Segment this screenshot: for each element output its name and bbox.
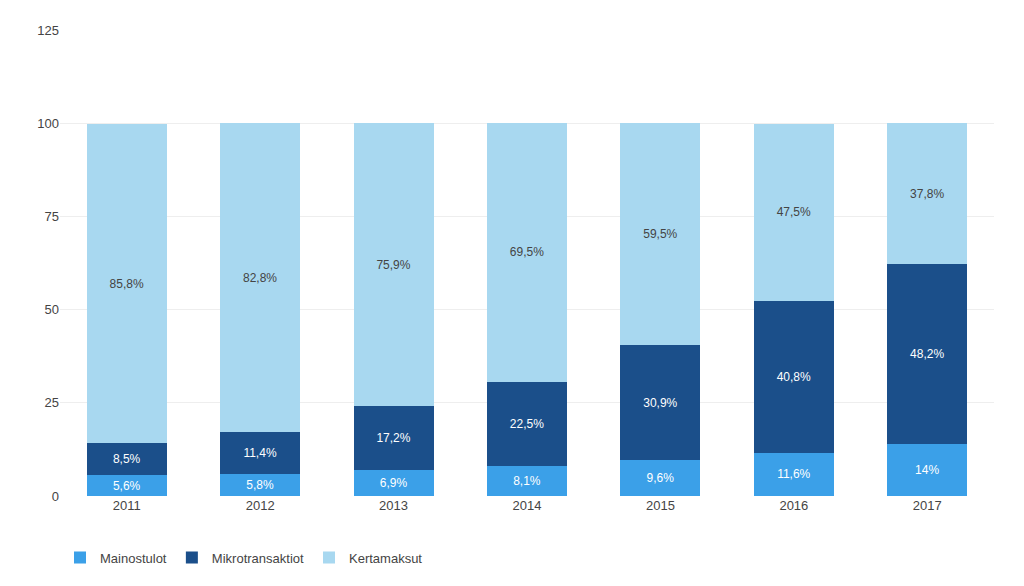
- svg-text:47,5%: 47,5%: [777, 205, 811, 219]
- svg-text:5,6%: 5,6%: [113, 479, 141, 493]
- svg-text:9,6%: 9,6%: [647, 471, 675, 485]
- svg-text:Kertamaksut: Kertamaksut: [349, 551, 422, 566]
- svg-text:50: 50: [45, 302, 59, 317]
- svg-text:25: 25: [45, 395, 59, 410]
- svg-text:2016: 2016: [779, 498, 808, 513]
- svg-text:8,1%: 8,1%: [513, 474, 541, 488]
- svg-text:22,5%: 22,5%: [510, 417, 544, 431]
- svg-text:82,8%: 82,8%: [243, 271, 277, 285]
- svg-text:14%: 14%: [915, 463, 939, 477]
- svg-text:125: 125: [37, 23, 59, 38]
- svg-text:30,9%: 30,9%: [643, 396, 677, 410]
- svg-text:2013: 2013: [379, 498, 408, 513]
- svg-text:2017: 2017: [913, 498, 942, 513]
- svg-text:75: 75: [45, 209, 59, 224]
- svg-text:11,6%: 11,6%: [777, 467, 810, 481]
- svg-text:11,4%: 11,4%: [243, 446, 276, 460]
- svg-text:2012: 2012: [246, 498, 275, 513]
- svg-text:0: 0: [52, 489, 59, 504]
- svg-text:48,2%: 48,2%: [910, 347, 944, 361]
- svg-text:40,8%: 40,8%: [777, 370, 811, 384]
- svg-text:2015: 2015: [646, 498, 675, 513]
- svg-text:8,5%: 8,5%: [113, 452, 141, 466]
- svg-text:59,5%: 59,5%: [643, 227, 677, 241]
- svg-text:37,8%: 37,8%: [910, 187, 944, 201]
- svg-text:69,5%: 69,5%: [510, 245, 544, 259]
- svg-text:6,9%: 6,9%: [380, 476, 408, 490]
- svg-text:85,8%: 85,8%: [110, 277, 144, 291]
- svg-text:75,9%: 75,9%: [376, 258, 410, 272]
- svg-text:17,2%: 17,2%: [376, 431, 410, 445]
- svg-text:5,8%: 5,8%: [246, 478, 274, 492]
- svg-text:2011: 2011: [113, 498, 141, 513]
- svg-text:2014: 2014: [513, 498, 542, 513]
- svg-text:100: 100: [37, 116, 59, 131]
- svg-text:Mainostulot: Mainostulot: [100, 551, 167, 566]
- svg-text:Mikrotransaktiot: Mikrotransaktiot: [212, 551, 304, 566]
